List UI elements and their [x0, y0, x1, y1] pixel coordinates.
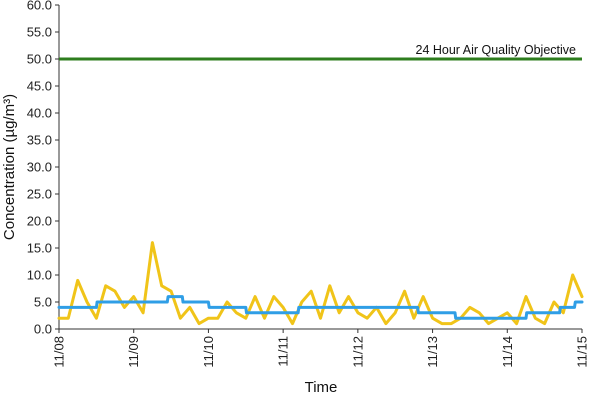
- y-tick-label: 10.0: [27, 268, 52, 283]
- y-tick-label: 25.0: [27, 187, 52, 202]
- x-tick-label: 11/14: [500, 336, 515, 368]
- y-tick-label: 0.0: [34, 322, 52, 337]
- x-tick-label: 11/15: [575, 336, 590, 368]
- series-line-2: [57, 295, 584, 320]
- plot-area: [57, 5, 584, 330]
- y-tick-label: 35.0: [27, 133, 52, 148]
- x-axis-ticks: 11/08 11/09 11/10 11/11 11/12 11/13 11/14 11/15: [52, 329, 590, 368]
- y-tick-label: 5.0: [34, 295, 52, 310]
- x-axis-title: Time: [305, 379, 338, 396]
- y-tick-label: 30.0: [27, 160, 52, 175]
- x-tick-label: 11/11: [276, 336, 291, 367]
- y-tick-label: 45.0: [27, 79, 52, 94]
- x-tick-label: 11/12: [350, 336, 365, 368]
- x-tick-label: 11/09: [126, 336, 141, 368]
- y-axis-ticks: 0.0 5.0 10.0 15.0 20.0 25.0 30.0 35.0 40.0 45.0 50…: [27, 0, 59, 337]
- series-line-1: [57, 241, 584, 326]
- x-tick-label: 11/13: [425, 336, 440, 368]
- y-tick-label: 20.0: [27, 214, 52, 229]
- y-tick-label: 15.0: [27, 241, 52, 256]
- y-axis-title: Concentration (µg/m³): [1, 94, 18, 240]
- y-tick-label: 60.0: [27, 0, 52, 13]
- x-tick-label: 11/10: [201, 336, 216, 368]
- x-tick-label: 11/08: [52, 336, 67, 368]
- y-tick-label: 40.0: [27, 106, 52, 121]
- y-tick-label: 55.0: [27, 25, 52, 40]
- y-tick-label: 50.0: [27, 52, 52, 67]
- reference-line-label: 24 Hour Air Quality Objective: [416, 43, 577, 57]
